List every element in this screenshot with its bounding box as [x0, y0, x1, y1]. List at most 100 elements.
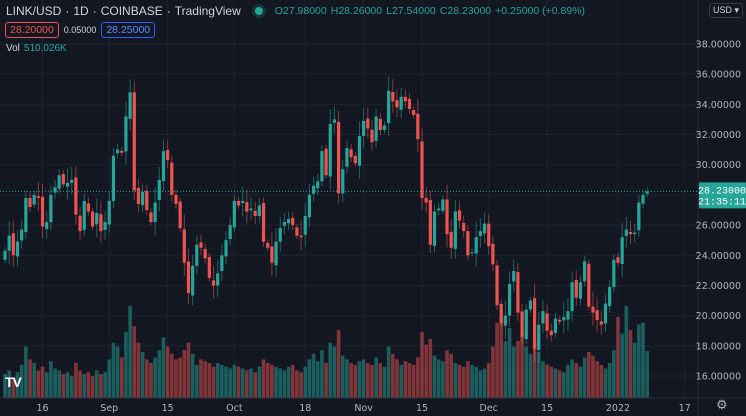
candle-body — [36, 196, 40, 198]
volume-bar — [395, 359, 399, 398]
candle-body — [391, 91, 395, 102]
volume-bar — [207, 363, 212, 398]
candle-body — [370, 129, 374, 143]
volume-bar — [632, 342, 637, 398]
volume-bar — [215, 363, 220, 398]
volume-bar — [520, 333, 524, 398]
volume-bar — [466, 361, 470, 398]
candle-body — [520, 311, 524, 337]
volume-bar — [407, 363, 412, 398]
volume-bar — [224, 366, 228, 398]
candle-body — [307, 194, 312, 218]
candle-body — [320, 151, 324, 182]
volume-bar — [524, 346, 529, 398]
candle-body — [228, 225, 232, 239]
interval[interactable]: 1D — [73, 4, 89, 18]
candle-body — [7, 235, 11, 251]
candle-body — [157, 179, 161, 201]
volume-bar — [561, 372, 566, 398]
volume-bar — [178, 357, 182, 398]
candle-body — [453, 211, 457, 249]
volume-bar — [57, 370, 62, 398]
candle-body — [441, 199, 445, 211]
volume-bar — [44, 372, 49, 398]
volume-bar — [340, 355, 345, 398]
volume-bar — [591, 355, 595, 398]
gear-icon[interactable]: ⚙ — [716, 397, 728, 412]
volume-bar — [53, 368, 57, 398]
candle-body — [462, 222, 466, 232]
volume-bar — [86, 372, 91, 398]
grid-lines — [0, 0, 698, 398]
volume-bar — [161, 337, 166, 398]
volume-bar — [65, 372, 70, 398]
volume-bar — [199, 359, 203, 398]
spread-value: 0.05000 — [63, 25, 97, 35]
price-tick-label: 16.00000 — [696, 371, 741, 382]
volume-bar — [115, 346, 120, 398]
volume-bar — [557, 370, 562, 398]
candle-body — [416, 113, 420, 140]
volume-bar — [436, 359, 441, 398]
volume-bar — [190, 353, 195, 398]
candle-body — [620, 237, 624, 265]
candle-body — [478, 231, 482, 236]
volume-bar — [119, 357, 124, 398]
separator: · — [65, 4, 70, 18]
candle-body — [166, 149, 170, 161]
candle-body — [578, 282, 583, 299]
currency-dropdown[interactable]: USD ▾ — [709, 3, 744, 18]
candle-body — [32, 194, 36, 205]
candle-body — [28, 197, 32, 207]
volume-bar — [61, 374, 66, 398]
candle-body — [449, 231, 453, 248]
symbol-name[interactable]: LINK/USD — [6, 4, 62, 18]
candle-body — [70, 179, 74, 183]
volume-bar — [457, 364, 462, 398]
price-tick-label: 22.00000 — [696, 281, 741, 292]
volume-bar — [136, 342, 141, 398]
volume-bar — [595, 361, 599, 398]
volume-bar — [28, 359, 32, 398]
candle-body — [99, 214, 103, 232]
candle-body — [103, 222, 107, 230]
volume-bar — [19, 364, 24, 398]
candle-body — [253, 210, 257, 217]
separator: · — [92, 4, 97, 18]
price-axis[interactable]: 16.00000 18.00000 20.00000 22.00000 24.00000… — [696, 40, 741, 383]
volume-bar — [165, 346, 170, 398]
time-tick-label: 17 — [679, 403, 691, 414]
candle-body — [403, 96, 407, 102]
candle-body — [633, 232, 637, 235]
volume-bar — [299, 372, 303, 398]
volume-bars — [3, 306, 649, 398]
volume-bar — [516, 340, 520, 398]
volume-bar — [211, 366, 216, 398]
volume-bar — [365, 363, 370, 398]
volume-bar — [478, 370, 483, 398]
volume-bar — [295, 370, 299, 398]
volume-bar — [470, 364, 474, 398]
candle-body — [362, 120, 366, 137]
candle-body — [124, 116, 128, 152]
price-tick-label: 38.00000 — [696, 40, 741, 51]
candle-body — [111, 155, 116, 201]
candle-body — [541, 311, 545, 324]
tradingview-logo-icon[interactable]: TV — [5, 374, 22, 390]
candle-body — [437, 208, 441, 211]
candle-body — [257, 205, 261, 217]
candle-body — [345, 148, 349, 167]
volume-bar — [645, 351, 649, 398]
volume-bar — [40, 366, 45, 398]
candle-body — [61, 174, 65, 185]
candle-body — [599, 321, 603, 325]
volume-bar — [153, 357, 157, 398]
buy-button[interactable]: 28.25000 — [101, 22, 156, 38]
time-axis[interactable]: 16 Sep 15 Oct 18 Nov 15 Dec 15 2022 17 — [36, 403, 690, 414]
candle-body — [487, 223, 491, 247]
sell-button[interactable]: 28.20000 — [5, 22, 59, 38]
candle-body — [562, 317, 566, 321]
candle-body — [341, 169, 345, 194]
volume-bar — [532, 340, 537, 398]
